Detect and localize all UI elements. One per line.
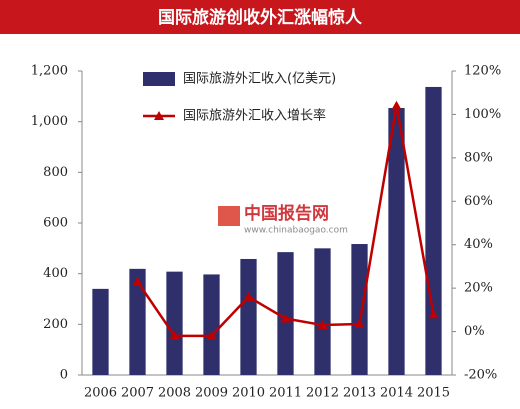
- legend-marker: [154, 111, 164, 120]
- bar: [166, 271, 183, 375]
- y2-tick-label: 20%: [464, 281, 493, 296]
- x-tick-label: 2015: [417, 386, 450, 401]
- legend-swatch: [143, 72, 175, 86]
- x-tick-label: 2007: [121, 386, 154, 401]
- marker: [354, 318, 365, 328]
- watermark-url: www.chinabaogao.com: [244, 226, 348, 236]
- y2-tick-label: 120%: [464, 64, 501, 79]
- bar: [425, 86, 442, 376]
- bar: [388, 107, 405, 375]
- logo: [218, 206, 240, 226]
- bar: [129, 268, 146, 375]
- y-tick-label: 1,000: [31, 114, 68, 129]
- y-tick-label: 800: [43, 165, 68, 180]
- y2-tick-label: -20%: [464, 368, 497, 383]
- marker: [132, 276, 143, 286]
- watermark: 中国报告网 www.chinabaogao.com: [218, 203, 348, 236]
- watermark-title: 中国报告网: [244, 203, 329, 224]
- marker: [243, 291, 254, 301]
- x-tick-label: 2008: [158, 386, 191, 401]
- y-tick-label: 1,200: [31, 64, 68, 79]
- chart-title: 国际旅游创收外汇涨幅惊人: [158, 7, 363, 28]
- y2-tick-label: 40%: [464, 237, 493, 252]
- y2-tick-label: 100%: [464, 107, 501, 122]
- x-tick-label: 2006: [84, 386, 117, 401]
- bar: [351, 244, 368, 375]
- legend-label: 国际旅游外汇收入增长率: [183, 108, 326, 124]
- x-tick-label: 2012: [306, 386, 339, 401]
- y-tick-label: 600: [43, 216, 68, 231]
- x-tick-label: 2010: [232, 386, 265, 401]
- marker: [428, 309, 439, 319]
- title-bar: [0, 0, 520, 34]
- x-tick-label: 2009: [195, 386, 228, 401]
- marker: [280, 313, 291, 323]
- y2-tick-label: 0%: [464, 324, 485, 339]
- marker: [391, 100, 402, 110]
- y2-tick-label: 80%: [464, 150, 493, 165]
- marker: [169, 330, 180, 340]
- bar: [314, 248, 331, 375]
- legend-label: 国际旅游外汇收入(亿美元): [183, 72, 336, 87]
- y2-tick-label: 60%: [464, 194, 493, 209]
- marker: [317, 320, 328, 330]
- x-tick-label: 2011: [269, 386, 302, 401]
- y-tick-label: 0: [60, 368, 68, 383]
- marker: [206, 330, 217, 340]
- bar: [240, 258, 257, 375]
- bar: [203, 274, 220, 375]
- x-tick-label: 2013: [343, 386, 376, 401]
- y-tick-label: 400: [43, 266, 68, 281]
- y-tick-label: 200: [43, 317, 68, 332]
- x-tick-label: 2014: [380, 386, 413, 401]
- bar: [92, 288, 109, 375]
